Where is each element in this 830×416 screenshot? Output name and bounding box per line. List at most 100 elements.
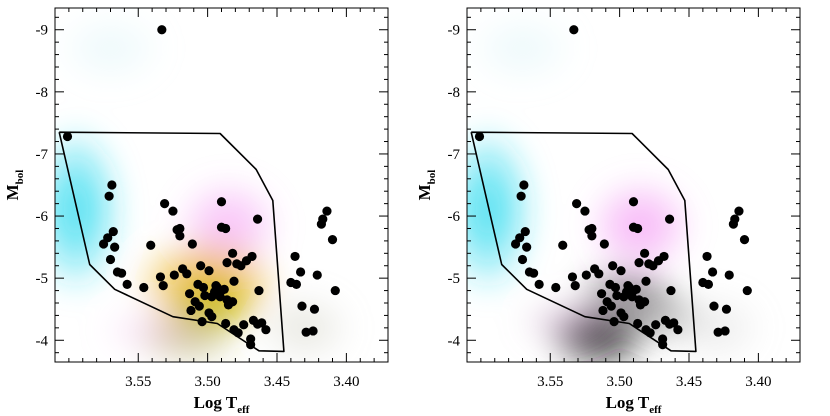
left-data-point [308,326,318,336]
right-data-point [734,206,744,216]
right-data-point [634,258,644,268]
left-y-tick-label: -5 [36,271,49,287]
left-data-point [257,318,267,328]
right-data-point [522,242,532,252]
left-data-point [146,240,156,250]
right-data-point [474,131,485,142]
right-data-point [616,266,626,276]
right-data-point [612,290,622,301]
left-data-point [62,131,73,142]
left-data-point [158,281,168,291]
right-data-point [739,235,750,245]
right-data-point [558,240,568,250]
right-data-point [644,259,654,269]
right-data-point [713,327,723,337]
right-data-point [666,285,676,296]
right-data-point [660,315,671,325]
right-data-point [628,222,639,232]
left-x-axis-title: Log Teff [194,393,250,416]
right-data-point [596,289,607,299]
left-density-blob [55,11,166,86]
left-x-tick-label: 3.40 [333,374,359,390]
right-data-point [606,301,616,311]
right-x-tick-label: 3.50 [607,374,633,390]
left-data-point [110,242,120,252]
right-y-tick-label: -9 [448,23,461,39]
right-density-blob [467,11,578,86]
right-data-point [619,312,629,322]
right-scatter-points [474,25,752,350]
left-data-point [301,327,311,337]
right-data-point [623,281,633,291]
left-data-point [216,222,227,232]
right-data-point [628,197,639,207]
right-data-point [673,325,683,335]
right-data-point [570,281,580,291]
left-y-tick-label: -4 [36,333,49,349]
left-data-point [239,320,249,330]
left-data-point [107,180,117,190]
right-data-point [645,328,655,338]
left-data-point [290,251,300,262]
right-y-tick-label: -4 [448,333,461,349]
right-data-point [634,295,644,305]
left-data-point [248,315,259,325]
left-data-point [184,289,195,299]
left-data-point [204,266,214,276]
left-data-point [211,281,221,291]
left-x-tick-label: 3.45 [264,374,290,390]
right-data-point [640,248,650,258]
right-data-point [633,318,643,329]
right-data-point [619,292,629,302]
left-data-point [169,270,179,280]
right-y-tick-label: -5 [448,271,461,287]
right-data-point [641,276,651,286]
left-data-point [186,305,196,316]
right-boundary-track [470,131,697,353]
left-data-point [98,239,109,249]
left-data-point [246,340,256,350]
right-data-point [581,270,591,280]
right-y-tick-label: -8 [448,85,461,101]
right-data-point [664,214,675,224]
right-data-point [721,304,732,314]
right-x-tick-label: 3.40 [745,374,771,390]
left-x-tick-label: 3.50 [195,374,221,390]
left-data-point [295,267,306,277]
right-data-point [605,279,615,289]
left-plot-area [55,8,388,362]
right-data-point [608,261,618,271]
right-data-point [730,214,740,224]
right-data-point [703,279,714,289]
left-data-point [222,295,232,305]
right-data-point [599,239,609,249]
left-data-point [157,25,167,35]
right-data-point [551,282,561,293]
left-data-point [207,292,217,302]
right-plot-area [467,8,800,362]
right-data-point [524,267,535,277]
left-y-tick-label: -6 [36,209,49,225]
left-data-point [178,264,188,274]
left-data-point [194,301,204,311]
left-data-point [193,279,203,289]
right-data-point [720,326,730,336]
left-data-point [291,279,302,289]
left-density-blob [55,122,125,297]
left-data-point [155,272,166,282]
left-panel: 3.55 3.50 3.45 3.40 -4 -5 -6 -7 -8 -9 Log Teff Mbol [3,7,389,416]
right-density-blob [467,122,537,297]
left-data-point [108,226,118,237]
left-data-point [222,258,232,268]
left-data-point [318,214,328,224]
right-data-point [669,318,679,328]
right-data-point [520,226,530,237]
left-data-point [112,267,123,277]
left-y-axis-title: Mbol [3,170,26,201]
left-data-point [105,254,116,265]
right-data-point [724,270,734,280]
left-data-point [196,261,206,271]
left-x-tick-label: 3.55 [125,374,151,390]
right-data-point [659,251,669,262]
left-data-point [187,239,197,249]
